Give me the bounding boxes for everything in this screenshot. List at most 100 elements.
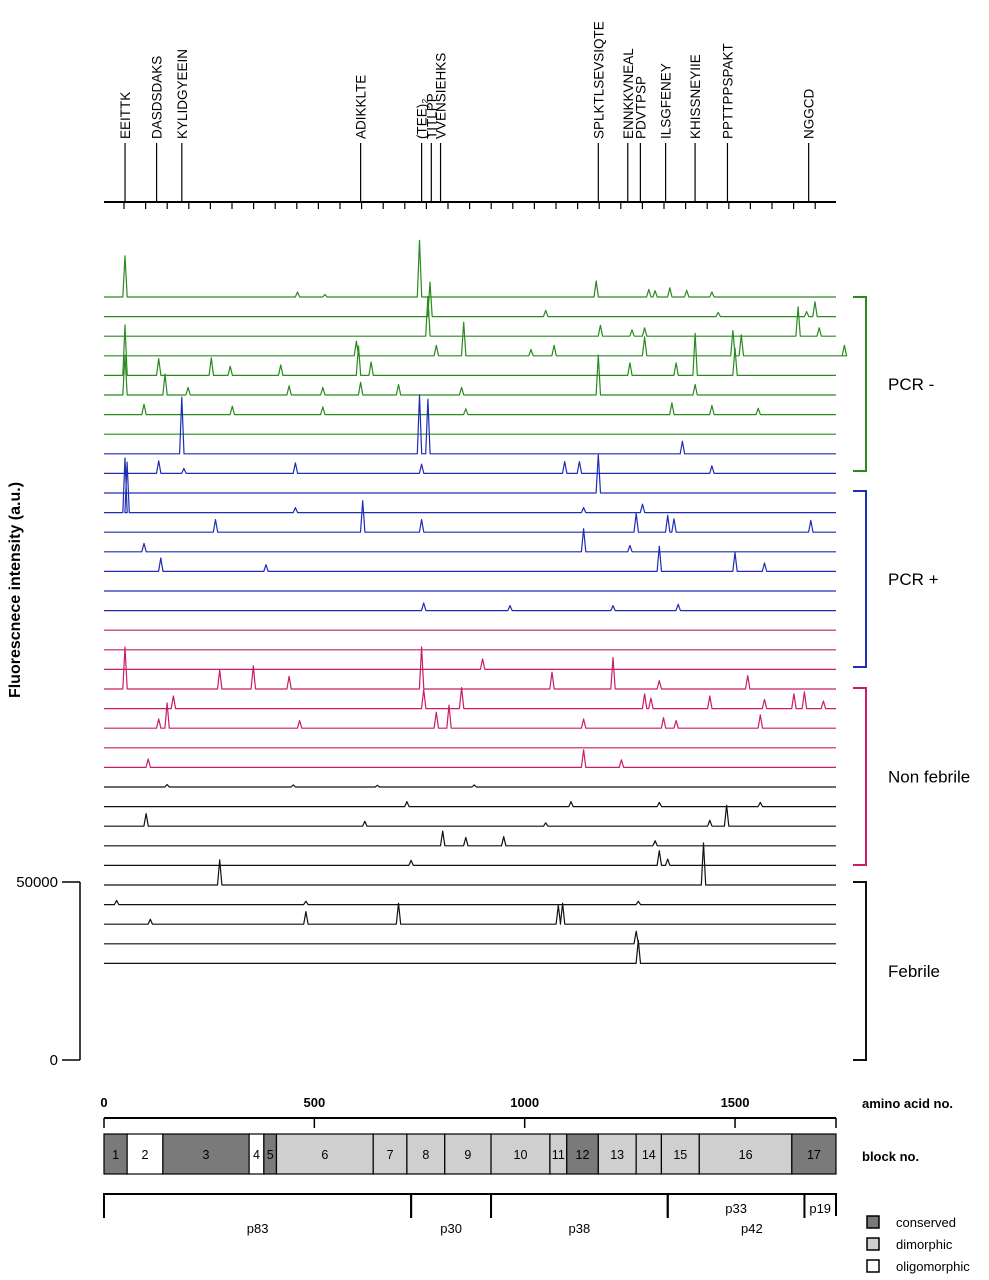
group-label: Febrile — [888, 962, 940, 981]
y-tick-label-top: 50000 — [16, 874, 58, 891]
peptide-label: VVENSIEHKS — [434, 53, 449, 139]
block-number: 2 — [142, 1148, 149, 1162]
trace-line — [104, 939, 836, 964]
legend-swatch — [866, 1215, 880, 1229]
group-bracket — [853, 687, 867, 866]
peptide-label: EEITTK — [118, 92, 133, 139]
legend-label: dimorphic — [896, 1237, 953, 1252]
fluorescence-traces — [104, 239, 848, 964]
peptide-label: ILSGFENEY — [659, 63, 674, 139]
peptide-label: SPLKTLSEVSIQTE — [591, 21, 606, 139]
aa-axis-title: amino acid no. — [862, 1096, 953, 1111]
block-number: 7 — [387, 1148, 394, 1162]
block-number: 14 — [642, 1148, 656, 1162]
legend-swatch — [866, 1259, 880, 1273]
protein-label: p38 — [569, 1221, 591, 1236]
trace-line — [104, 321, 848, 357]
trace-line — [104, 354, 836, 396]
protein-bracket — [410, 1193, 493, 1218]
block-rect — [372, 1133, 408, 1175]
block-number: 4 — [253, 1148, 260, 1162]
protein-label: p33 — [725, 1201, 747, 1216]
trace-line — [104, 646, 836, 690]
protein-brackets: p83 p30 p38 p42 p33 p19 — [103, 1193, 837, 1236]
peptide-axis: EEITTK DASDSDAKS KYLIDGYEEIN ADIKKLTE (TEE)₂… — [104, 21, 836, 209]
trace-line — [104, 658, 836, 670]
trace-line — [104, 457, 836, 514]
block-number: 10 — [514, 1148, 528, 1162]
block-number: 3 — [203, 1148, 210, 1162]
block-rect — [490, 1133, 551, 1175]
legend-swatch — [866, 1237, 880, 1251]
block-rect — [660, 1133, 700, 1175]
protein-bracket — [804, 1193, 837, 1216]
peptide-label: KHISSNEYIIE — [688, 54, 703, 139]
peptide-label: DASDSDAKS — [150, 56, 165, 139]
block-number: 15 — [673, 1148, 687, 1162]
protein-label: p19 — [809, 1201, 831, 1216]
block-number: 13 — [610, 1148, 624, 1162]
protein-label: p42 — [741, 1221, 763, 1236]
group-label: Non febrile — [888, 768, 970, 787]
aa-tick-label: 1500 — [721, 1095, 750, 1110]
aa-tick-label: 500 — [303, 1095, 325, 1110]
trace-line — [104, 295, 836, 337]
peptide-label: NGGCD — [802, 89, 817, 140]
protein-bracket — [490, 1193, 669, 1218]
group-label: PCR + — [888, 570, 939, 589]
block-rect — [406, 1133, 446, 1175]
peptide-label: PPTTPPSPAKT — [720, 43, 735, 139]
block-rect — [444, 1133, 492, 1175]
trace-line — [104, 804, 836, 827]
block-number: 1 — [112, 1148, 119, 1162]
peptide-label: ENNKKVNEAL — [621, 48, 636, 139]
block-legend: conserved dimorphic oligomorphic — [866, 1215, 970, 1274]
trace-line — [104, 687, 836, 710]
trace-line — [104, 830, 836, 847]
legend-label: conserved — [896, 1215, 956, 1230]
peptide-label: KYLIDGYEEIN — [175, 49, 190, 139]
block-rect — [566, 1133, 599, 1175]
block-number: 17 — [807, 1148, 821, 1162]
block-number: 16 — [739, 1148, 753, 1162]
peptide-label: TITLPP — [424, 93, 439, 139]
trace-line — [104, 783, 836, 788]
trace-line — [104, 602, 836, 612]
block-rect — [791, 1133, 837, 1175]
group-bracket — [853, 296, 867, 472]
trace-line — [104, 528, 836, 553]
group-brackets: PCR - PCR + Non febrile Febrile — [853, 296, 970, 1061]
peptide-label: PDVTPSP — [633, 76, 648, 139]
block-number: 6 — [321, 1148, 328, 1162]
trace-line — [104, 545, 836, 572]
block-rect — [126, 1133, 164, 1175]
trace-line — [104, 930, 836, 945]
block-rect — [597, 1133, 637, 1175]
trace-line — [104, 281, 836, 318]
protein-label: p30 — [440, 1221, 462, 1236]
legend-label: oligomorphic — [896, 1259, 970, 1274]
trace-line — [104, 324, 836, 376]
group-bracket — [853, 881, 867, 1061]
trace-line — [104, 500, 836, 533]
trace-line — [104, 899, 836, 906]
trace-line — [104, 239, 836, 298]
trace-line — [104, 850, 836, 866]
aa-tick-label: 0 — [100, 1095, 107, 1110]
y-tick-label-bottom: 0 — [50, 1052, 58, 1069]
block-rect — [162, 1133, 250, 1175]
protein-bracket — [667, 1193, 806, 1218]
block-number: 12 — [576, 1148, 590, 1162]
trace-line — [104, 801, 836, 808]
aa-tick-label: 1000 — [510, 1095, 539, 1110]
trace-line — [104, 453, 836, 494]
trace-line — [104, 902, 836, 925]
peptide-label: (TEE)₂ — [415, 99, 430, 140]
protein-label: p83 — [247, 1221, 269, 1236]
block-bar: block no. 1 2 3 4 5 6 7 8 9 10 11 12 13 14 15 16 17 — [103, 1133, 919, 1175]
y-axis-title: Fluorescnece intensity (a.u.) — [7, 482, 24, 698]
block-number: 11 — [552, 1148, 565, 1162]
block-rect — [275, 1133, 374, 1175]
trace-line — [104, 394, 836, 455]
